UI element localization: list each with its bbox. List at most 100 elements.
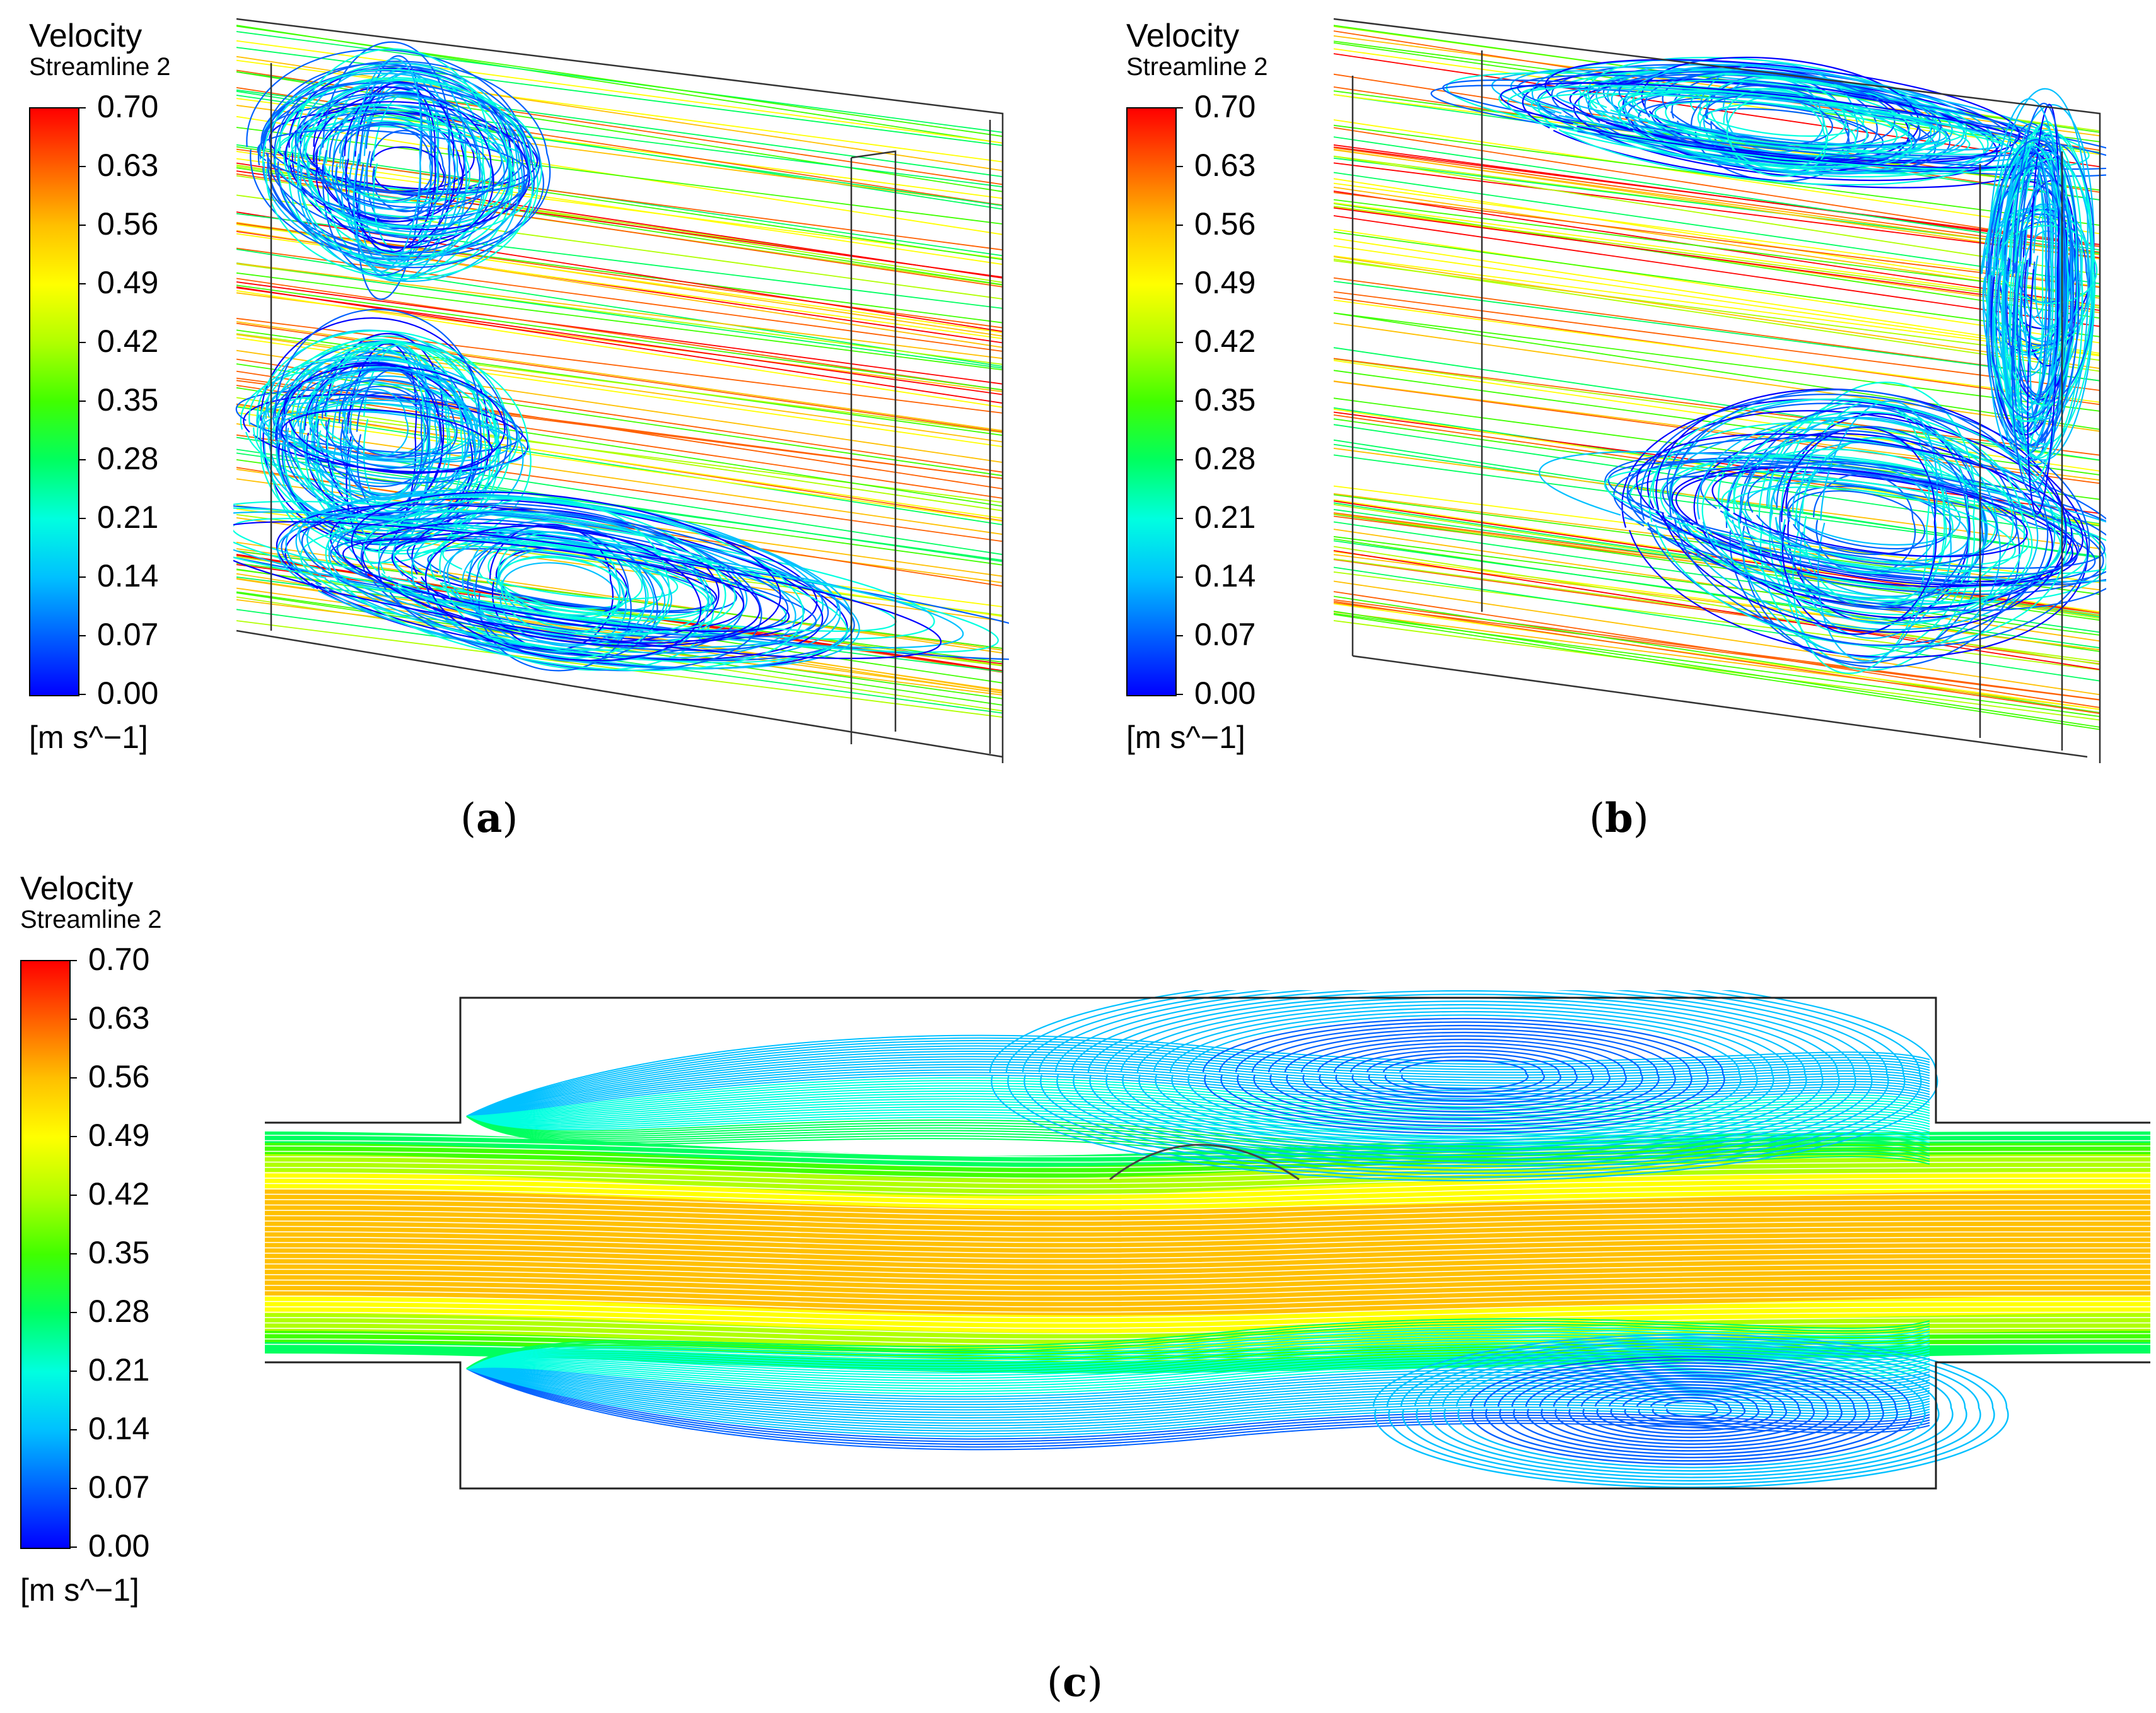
- legend-tick-mark: [69, 1136, 77, 1137]
- legend-tick-mark: [78, 283, 86, 284]
- vortex-streamline: [1553, 1374, 1829, 1445]
- streamline: [466, 1364, 1930, 1392]
- streamline: [1333, 146, 2101, 245]
- streamline: [1333, 454, 2101, 558]
- vortex-streamline: [411, 511, 710, 662]
- vortex-streamline: [1469, 1355, 1912, 1465]
- vortex-streamline: [256, 330, 511, 537]
- streamline: [1333, 256, 2101, 370]
- vortex-streamline: [1994, 123, 2061, 440]
- vortex-streamline: [1267, 1031, 1660, 1120]
- vortex-streamline: [362, 522, 760, 644]
- legend-tick-label: 0.42: [97, 324, 159, 359]
- legend-tick-label: 0.49: [97, 265, 159, 300]
- streamline: [236, 158, 1003, 259]
- vortex-streamline: [260, 317, 490, 546]
- streamline: [466, 1347, 1930, 1376]
- vortex-streamline: [341, 124, 433, 202]
- streamline: [265, 1183, 2150, 1200]
- streamline: [1333, 521, 2101, 633]
- vortex-streamline: [257, 129, 530, 195]
- streamline: [236, 151, 1003, 266]
- vortex-streamline: [1511, 1365, 1870, 1455]
- vortex-streamline: [1664, 1400, 1718, 1418]
- streamline: [265, 1156, 2150, 1174]
- streamline: [1333, 611, 2101, 710]
- legend-tick-label: 0.42: [1194, 324, 1256, 359]
- streamline: [236, 247, 1003, 352]
- panel-a: Velocity Streamline 2 0.70 0.63 0.56 0.49 0.…: [0, 0, 1034, 845]
- vortex-streamline: [370, 146, 445, 196]
- streamline: [265, 1231, 2150, 1249]
- streamline: [236, 248, 1003, 367]
- streamline: [1333, 237, 2101, 354]
- color-bar: [20, 960, 71, 1549]
- vortex-streamline: [279, 79, 531, 227]
- vortex-streamline: [1497, 1362, 1884, 1459]
- streamline: [236, 262, 1003, 360]
- panel-b: Velocity Streamline 2 0.70 0.63 0.56 0.49 0.…: [1097, 0, 2156, 845]
- streamline: [1333, 206, 2101, 308]
- vortex-streamline: [1771, 441, 1986, 597]
- legend-tick-label: 0.35: [88, 1235, 150, 1270]
- streamline: [1333, 178, 2101, 298]
- vortex-streamline: [1604, 467, 2106, 575]
- legend-tick-label: 0.56: [88, 1059, 150, 1094]
- streamline: [1333, 202, 2101, 319]
- legend-tick-mark: [78, 459, 86, 460]
- vortex-streamline: [1733, 448, 1997, 569]
- legend-tick-label: 0.00: [1194, 675, 1256, 711]
- vortex-streamline: [1636, 1393, 1746, 1425]
- vortex-streamline: [1624, 64, 1941, 175]
- streamline: [1333, 591, 2101, 708]
- vortex-streamline: [1333, 1045, 1594, 1105]
- vortex-streamline: [1442, 79, 2106, 170]
- streamline-plot-b: [1333, 18, 2106, 763]
- vortex-streamline: [261, 409, 527, 470]
- vortex-streamline: [1662, 465, 2080, 578]
- vortex-streamline: [1587, 57, 1938, 162]
- streamline: [236, 221, 1003, 337]
- legend-tick-mark: [1175, 400, 1183, 402]
- streamline: [1333, 199, 2101, 297]
- streamline: [466, 1368, 1930, 1427]
- streamline: [236, 405, 1003, 519]
- vortex-streamline: [1005, 990, 1922, 1178]
- vortex-streamline: [1787, 490, 1926, 556]
- streamline: [265, 1295, 2150, 1313]
- legend-tick-mark: [69, 960, 77, 961]
- vortex-streamline: [1701, 439, 2033, 616]
- legend-tick-label: 0.21: [1194, 500, 1256, 535]
- legend-tick-label: 0.56: [97, 206, 159, 242]
- caption-b: (b): [1589, 795, 1649, 842]
- streamline: [466, 1368, 1930, 1416]
- vortex-streamline: [2002, 146, 2053, 414]
- vortex-streamline: [1798, 436, 1952, 639]
- streamline: [466, 1093, 1930, 1121]
- vortex-streamline: [378, 498, 726, 651]
- vortex-streamline: [1671, 466, 2078, 587]
- vortex-streamline: [1038, 990, 1889, 1171]
- vortex-streamline: [1382, 1056, 1545, 1094]
- streamline: [466, 1053, 1930, 1117]
- streamline: [1333, 312, 2101, 412]
- streamline: [236, 587, 1003, 694]
- streamline: [265, 1193, 2150, 1211]
- streamline: [236, 514, 1003, 616]
- legend-tick-label: 0.49: [1194, 265, 1256, 300]
- streamline: [466, 1040, 1930, 1117]
- legend-tick-label: 0.21: [88, 1352, 150, 1388]
- legend-tick-mark: [78, 225, 86, 226]
- streamline: [1333, 602, 2101, 701]
- legend-tick-label: 0.14: [88, 1411, 150, 1446]
- vortex-streamline: [462, 537, 655, 645]
- streamline: [1333, 540, 2101, 649]
- vortex-streamline: [246, 49, 529, 260]
- vortex-streamline: [1988, 98, 2062, 461]
- vortex-streamline: [1621, 399, 2089, 658]
- streamline: [1333, 620, 2101, 721]
- streamline: [236, 59, 1003, 163]
- vortex-streamline: [1202, 1017, 1725, 1135]
- vortex-streamline: [1414, 1343, 1967, 1478]
- legend-tick-mark: [78, 576, 86, 578]
